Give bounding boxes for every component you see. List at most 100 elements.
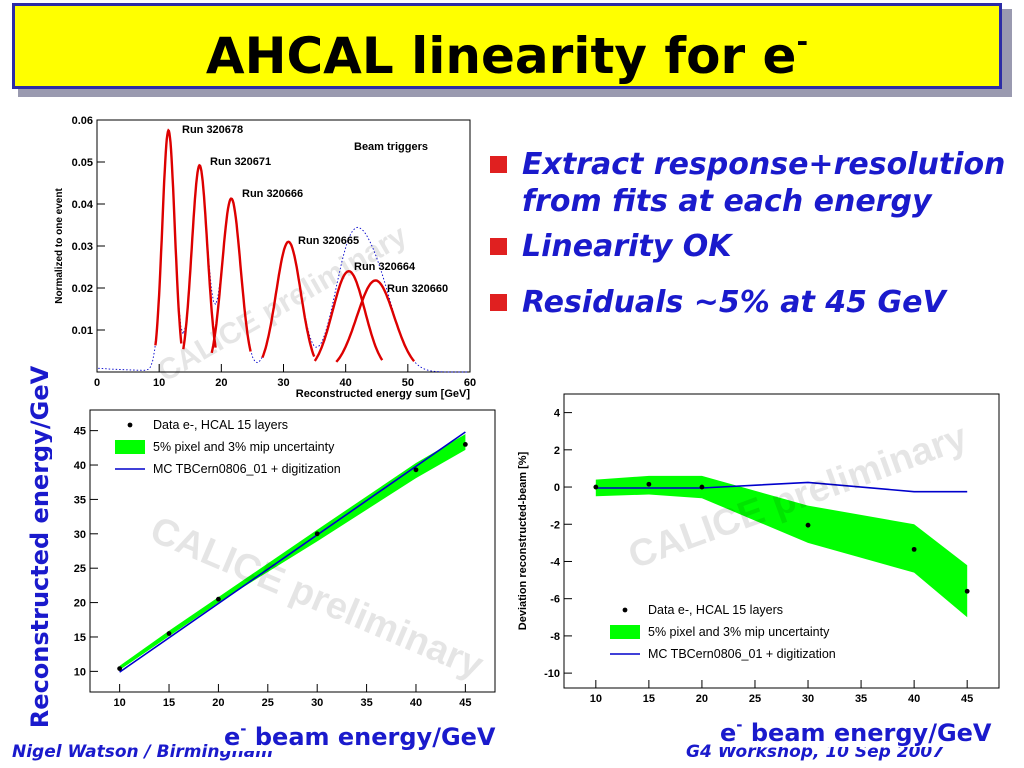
x-tick-label: 25 (262, 697, 274, 709)
y-tick-label: 0.05 (72, 157, 93, 169)
plot-frame (96, 119, 471, 373)
fit-curve (313, 269, 384, 362)
y-tick-label: 0.01 (72, 325, 93, 337)
bullet-square-icon (490, 238, 507, 255)
data-point (117, 666, 123, 672)
x-label-suffix: beam energy/GeV (742, 719, 992, 747)
x-tick-label: 45 (961, 693, 973, 705)
data-point (964, 588, 970, 594)
x-tick-label: 45 (459, 697, 471, 709)
linearity-chart: 10 15 20 25 30 35 40 45 10 15 20 25 30 35 40 45 Data e-,… (52, 404, 502, 716)
plot-frame (563, 393, 1000, 689)
x-tick-label: 20 (696, 693, 708, 705)
series-label: Run 320671 (210, 156, 271, 168)
x-tick-label: 50 (402, 377, 414, 389)
x-tick-label: 30 (802, 693, 814, 705)
x-tick-label: 30 (277, 377, 289, 389)
annotation-text: Beam triggers (354, 141, 428, 153)
bullet-text: Residuals ~5% at 45 GeV (522, 285, 946, 320)
data-point (216, 596, 221, 602)
x-tick-label: 25 (749, 693, 761, 705)
x-tick-label: 40 (340, 377, 352, 389)
x-axis-label: Reconstructed energy sum [GeV] (296, 388, 471, 400)
bullet-text: Extract response+resolution from fits at… (522, 147, 1006, 219)
y-tick-label: -10 (544, 668, 560, 680)
x-label-superscript: - (736, 716, 743, 734)
y-tick-label: 2 (554, 445, 560, 457)
data-point (314, 531, 320, 537)
y-tick-label: 0.04 (72, 199, 94, 211)
y-tick-label: 0.06 (72, 115, 93, 127)
legend-marker-data (127, 422, 133, 428)
data-point (646, 481, 652, 487)
x-label-suffix: beam energy/GeV (246, 723, 496, 751)
x-tick-label: 20 (215, 377, 227, 389)
x-tick-label: 35 (855, 693, 867, 705)
legend-marker-band (610, 625, 640, 639)
x-tick-label: 15 (163, 697, 175, 709)
x-tick-label: 10 (590, 693, 602, 705)
deviation-x-axis-label: e- beam energy/GeV (716, 716, 996, 747)
fit-curve (154, 128, 183, 346)
footer-author: Nigel Watson / Birmingham (12, 742, 277, 762)
bullet-text: Linearity OK (522, 229, 732, 264)
data-point (462, 441, 468, 447)
y-tick-label: 30 (74, 529, 86, 541)
series-label: Run 320678 (182, 124, 243, 136)
data-point (166, 631, 172, 636)
y-tick-label: 40 (74, 460, 86, 472)
y-tick-label: 20 (74, 598, 86, 610)
data-point (413, 467, 419, 473)
plot-frame (89, 409, 496, 693)
bullet-item: Residuals ~5% at 45 GeV (488, 284, 1008, 321)
legend-marker-band (115, 440, 145, 454)
title-banner: AHCAL linearity for e- (12, 3, 1002, 89)
data-point (699, 484, 705, 490)
bullet-item: Linearity OK (488, 228, 1008, 265)
uncertainty-band (595, 475, 968, 618)
x-tick-label: 60 (464, 377, 476, 389)
mc-line (119, 431, 466, 673)
y-tick-label: 35 (74, 494, 86, 506)
x-label-prefix: e (224, 723, 241, 751)
y-tick-label: 0.03 (72, 241, 93, 253)
slide-title: AHCAL linearity for e- (205, 25, 809, 85)
fit-curve (210, 197, 252, 354)
y-tick-label: 25 (74, 563, 86, 575)
bullet-list: Extract response+resolution from fits at… (488, 146, 1008, 321)
y-tick-label: 45 (74, 426, 86, 438)
legend-marker-data (622, 607, 628, 613)
x-tick-label: 0 (94, 377, 100, 389)
data-point (911, 546, 917, 552)
x-tick-label: 15 (643, 693, 655, 705)
x-tick-label: 30 (311, 697, 323, 709)
x-tick-label: 40 (908, 693, 920, 705)
data-point (805, 522, 811, 528)
bullet-item: Extract response+resolution from fits at… (488, 146, 1008, 220)
y-tick-label: 0.02 (72, 283, 93, 295)
x-tick-label: 40 (410, 697, 422, 709)
deviation-chart: 10 15 20 25 30 35 40 45 -10 -8 -6 -4 -2 0 2 4 Data e-, H… (512, 388, 1012, 706)
y-axis-label: Deviation reconstructed-beam [%] (517, 451, 529, 630)
y-tick-label: 0 (554, 482, 560, 494)
y-tick-label: 15 (74, 632, 86, 644)
bullet-square-icon (490, 294, 507, 311)
slide-title-main: AHCAL linearity for e (205, 26, 797, 85)
y-tick-label: -8 (550, 631, 560, 643)
legend-label: 5% pixel and 3% mip uncertainty (153, 440, 335, 454)
fit-curve (182, 163, 217, 350)
fit-curve (335, 279, 416, 363)
x-tick-label: 35 (360, 697, 372, 709)
y-tick-label: 10 (74, 666, 86, 678)
slide-title-superscript: - (796, 25, 809, 58)
y-axis-label: Normalized to one event (54, 188, 65, 304)
footer-author-text: Nigel Watson / Birmingham (12, 742, 273, 762)
series-label: Run 320666 (242, 188, 303, 200)
series-label: Run 320660 (387, 283, 448, 295)
series-label: Run 320665 (298, 235, 359, 247)
x-tick-label: 20 (212, 697, 224, 709)
y-tick-label: -4 (550, 556, 561, 568)
legend-label: 5% pixel and 3% mip uncertainty (648, 625, 830, 639)
mc-line (595, 481, 968, 493)
y-tick-label: -2 (550, 519, 560, 531)
